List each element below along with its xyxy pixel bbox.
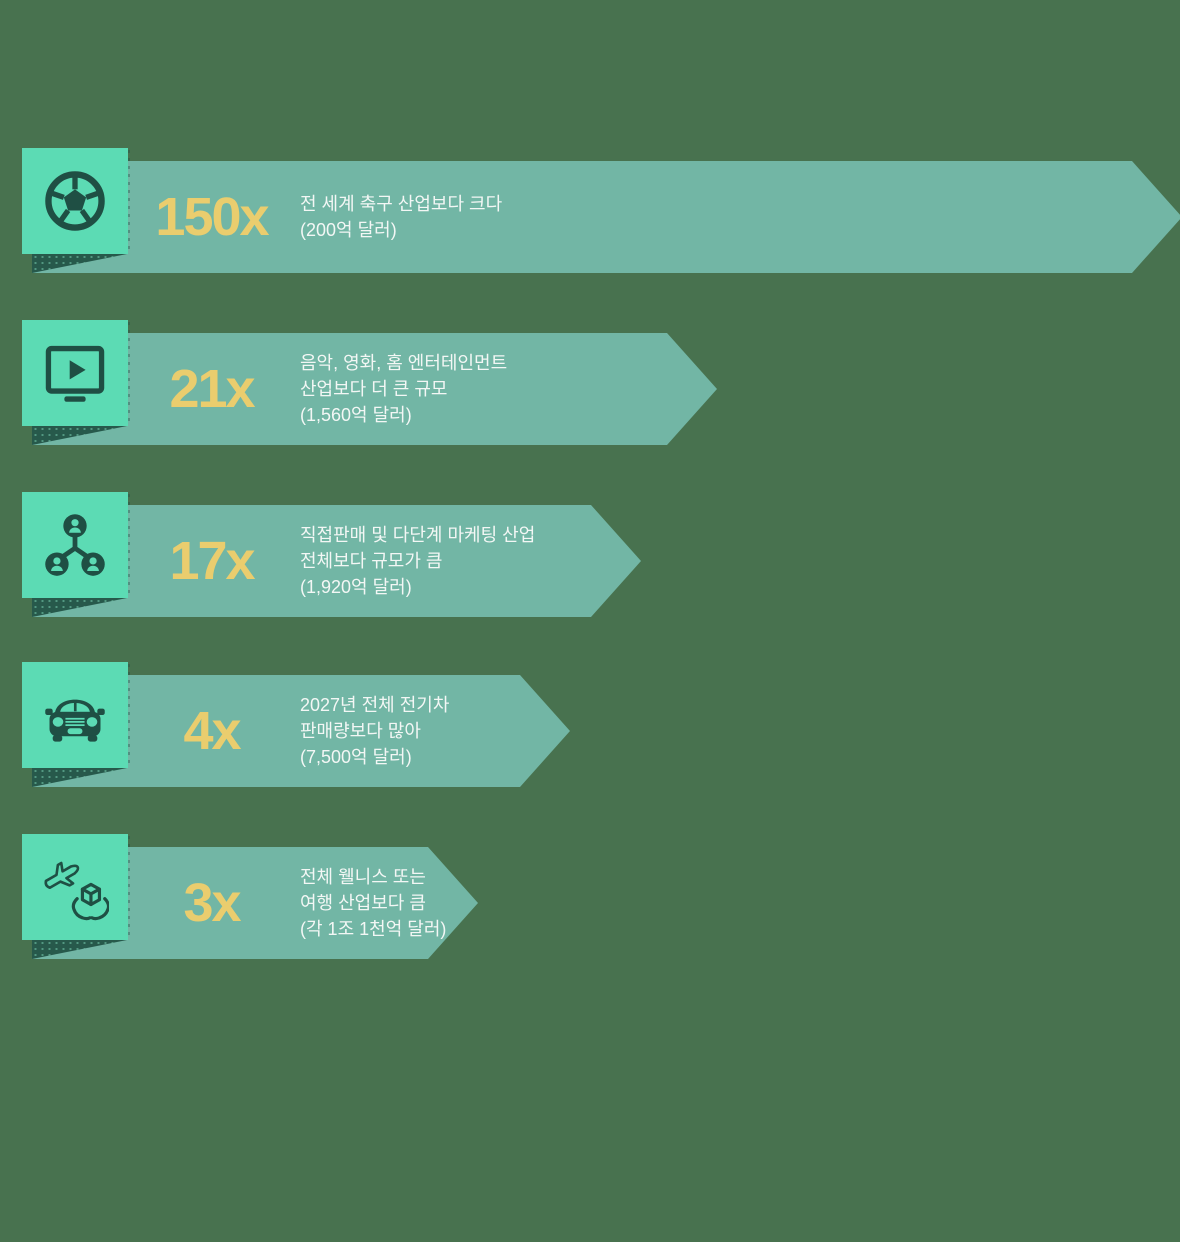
comparison-description: 전 세계 축구 산업보다 크다 (200억 달러): [300, 191, 502, 243]
multiplier-label: 3x: [183, 873, 240, 933]
comparison-description: 전체 웰니스 또는 여행 산업보다 큼 (각 1조 1천억 달러): [300, 864, 446, 942]
multiplier-label: 150x: [155, 187, 268, 247]
comparison-description: 2027년 전체 전기차 판매량보다 많아 (7,500억 달러): [300, 692, 449, 770]
comparison-bar: 17x 직접판매 및 다단계 마케팅 산업 전체보다 규모가 큼 (1,920억…: [32, 505, 641, 617]
description-line: 직접판매 및 다단계 마케팅 산업: [300, 525, 536, 545]
comparison-row-entertainment: 21x 음악, 영화, 홈 엔터테인먼트 산업보다 더 큰 규모 (1,560억…: [0, 320, 1180, 460]
comparison-row-direct-selling: 17x 직접판매 및 다단계 마케팅 산업 전체보다 규모가 큼 (1,920억…: [0, 492, 1180, 632]
description-line: (200억 달러): [300, 220, 397, 240]
description-line: 음악, 영화, 홈 엔터테인먼트: [300, 353, 508, 373]
description-line: (7,500억 달러): [300, 747, 412, 767]
icon-tile: [22, 492, 130, 598]
description-line: 산업보다 더 큰 규모: [300, 379, 448, 399]
description-line: 전 세계 축구 산업보다 크다: [300, 194, 503, 214]
comparison-bar: 21x 음악, 영화, 홈 엔터테인먼트 산업보다 더 큰 규모 (1,560억…: [32, 333, 717, 445]
comparison-description: 음악, 영화, 홈 엔터테인먼트 산업보다 더 큰 규모 (1,560억 달러): [300, 350, 507, 428]
icon-tile: [22, 148, 130, 254]
description-line: 여행 산업보다 큼: [300, 893, 426, 913]
description-line: 2027년 전체 전기차: [300, 695, 450, 715]
comparison-row-ev: 4x 2027년 전체 전기차 판매량보다 많아 (7,500억 달러): [0, 662, 1180, 802]
comparison-bar: 150x 전 세계 축구 산업보다 크다 (200억 달러): [32, 161, 1180, 273]
comparison-row-wellness-travel: 3x 전체 웰니스 또는 여행 산업보다 큼 (각 1조 1천억 달러): [0, 834, 1180, 974]
car-icon: [45, 699, 105, 742]
description-line: 전체보다 규모가 큼: [300, 551, 443, 571]
description-line: (1,920억 달러): [300, 577, 412, 597]
airplane-hands-box-icon: [44, 861, 109, 921]
icon-tile: [22, 662, 130, 768]
icon-tile: [22, 834, 130, 940]
multiplier-label: 21x: [169, 359, 254, 419]
description-line: 전체 웰니스 또는: [300, 867, 426, 887]
description-line: (1,560억 달러): [300, 405, 412, 425]
multiplier-label: 17x: [169, 531, 254, 591]
soccer-ball-icon: [45, 171, 105, 231]
description-line: (각 1조 1천억 달러): [300, 919, 447, 939]
comparison-description: 직접판매 및 다단계 마케팅 산업 전체보다 규모가 큼 (1,920억 달러): [300, 522, 535, 600]
tv-play-icon: [45, 345, 105, 402]
multiplier-label: 4x: [183, 701, 240, 761]
description-line: 판매량보다 많아: [300, 721, 421, 741]
network-people-icon: [45, 514, 105, 576]
comparison-row-soccer: 150x 전 세계 축구 산업보다 크다 (200억 달러): [0, 148, 1180, 288]
icon-tile: [22, 320, 130, 426]
